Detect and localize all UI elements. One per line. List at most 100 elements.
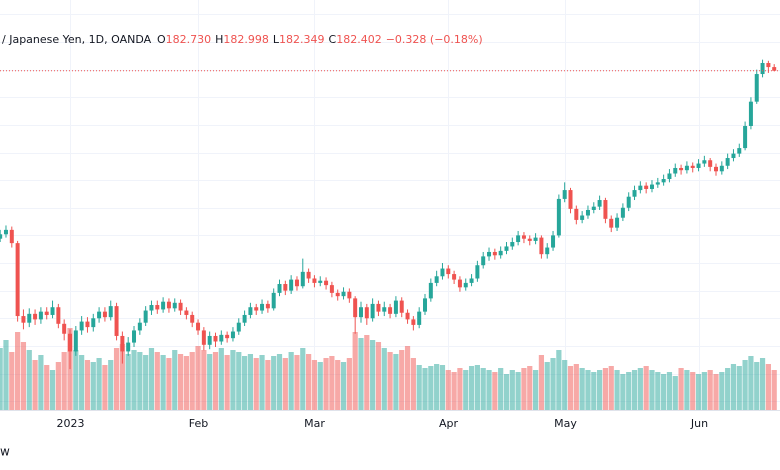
volume-bar [486, 370, 492, 410]
candle-body [626, 196, 631, 208]
volume-bar [713, 374, 719, 410]
volume-bar [44, 365, 50, 410]
volume-bar [143, 355, 149, 410]
candle-body [329, 285, 334, 293]
candle-body [504, 246, 509, 251]
volume-bar [183, 356, 189, 410]
candle-body [714, 166, 719, 172]
x-tick-label: Jun [690, 417, 708, 430]
x-tick-label: Mar [304, 417, 325, 430]
volume-bar [585, 370, 591, 410]
candle-body [597, 200, 602, 207]
candle-body [580, 215, 585, 220]
readout-value: 182.998 [223, 33, 269, 46]
candle-body [300, 271, 305, 287]
candle-body [556, 198, 561, 236]
volume-bar [201, 350, 207, 410]
candle-body [754, 74, 759, 102]
candle-body [609, 218, 614, 228]
x-tick-label: May [554, 417, 577, 430]
candle-body [743, 125, 748, 149]
readout-key: O [157, 33, 166, 46]
candle-body [3, 229, 8, 235]
volume-bar [323, 358, 329, 410]
candle-body [376, 303, 381, 312]
volume-bar [306, 354, 312, 410]
candle-body [568, 190, 573, 209]
volume-bar [742, 360, 748, 410]
readout-value: −0.328 (−0.18%) [386, 33, 483, 46]
candle-body [50, 307, 55, 315]
candle-body [620, 207, 625, 218]
volume-bar [189, 352, 195, 410]
volume-bar [567, 366, 574, 410]
candle-body [469, 278, 474, 283]
candle-body [318, 280, 323, 283]
volume-bar [754, 362, 760, 410]
candle-body [481, 256, 486, 266]
candle-body [347, 291, 352, 299]
candle-body [85, 321, 90, 328]
volume-bar [352, 332, 358, 410]
candle-body [341, 291, 346, 297]
volume-bar [311, 360, 318, 410]
volume-bar [684, 370, 690, 410]
volume-bar [637, 368, 643, 410]
candle-body [638, 185, 643, 191]
candle-body [649, 184, 654, 189]
candle-body [155, 305, 160, 310]
candle-body [370, 303, 375, 319]
volume-bar [3, 340, 9, 410]
volume-bar [96, 358, 102, 410]
volume-bar [451, 372, 457, 410]
volume-bar [649, 370, 655, 410]
volume-bar [422, 368, 428, 410]
candle-body [382, 307, 387, 312]
candle-body [190, 314, 195, 323]
volume-bar [102, 365, 108, 410]
x-axis: 2023 Feb Mar Apr May Jun [57, 417, 709, 430]
readout-key: C [329, 33, 337, 46]
candle-body [201, 330, 206, 345]
candle-body [62, 323, 67, 334]
volume-bar [247, 354, 254, 410]
volume-bar [556, 350, 562, 410]
volume-bar [276, 354, 283, 410]
candle-body [760, 62, 765, 75]
volume-bar [655, 372, 661, 410]
volume-bar [364, 335, 370, 410]
candle-body [161, 301, 166, 310]
volume-bar [434, 364, 440, 410]
volume-bar [480, 368, 486, 410]
candle-body [748, 101, 753, 126]
candle-body [428, 282, 433, 299]
volume-bar [719, 372, 725, 410]
volume-bar [160, 355, 166, 410]
volume-bar [90, 362, 96, 410]
candle-body [539, 237, 544, 255]
candle-body [137, 322, 142, 331]
candle-body [684, 165, 689, 171]
volume-bar [666, 372, 673, 410]
volume-bar [125, 354, 131, 410]
volume-bar [166, 358, 172, 410]
candle-body [679, 167, 684, 171]
candle-body [108, 306, 113, 318]
candle-body [603, 200, 608, 219]
volume-bar [108, 360, 114, 410]
candle-body [644, 185, 649, 189]
candle-body [545, 247, 550, 255]
volume-bar [15, 332, 21, 410]
readout-value: 182.730 [166, 33, 212, 46]
candle-body [166, 301, 171, 309]
readout-key: H [215, 33, 223, 46]
candle-body [551, 235, 556, 248]
x-tick-label: Apr [439, 417, 459, 430]
volume-bar [79, 355, 85, 410]
volume-bar [492, 372, 498, 410]
volume-bar [20, 342, 27, 410]
volume-bar [282, 358, 288, 410]
readout-value: 182.349 [279, 33, 325, 46]
volume-bar [521, 368, 527, 410]
candle-body [533, 237, 538, 241]
